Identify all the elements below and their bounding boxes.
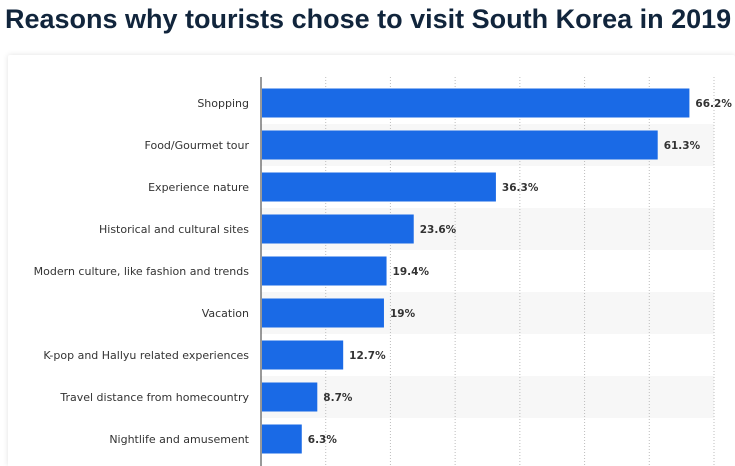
value-label: 19% [390,308,416,320]
value-label: 61.3% [664,140,701,152]
value-label: 23.6% [420,224,457,236]
value-label: 6.3% [308,434,338,446]
value-label: 8.7% [323,392,353,404]
bar [262,130,658,160]
category-label: Vacation [202,307,249,320]
category-label: K-pop and Hallyu related experiences [43,349,249,362]
value-label: 66.2% [695,98,732,110]
bar [262,340,344,370]
bar [262,172,496,202]
bar [262,256,387,286]
bar [262,382,318,412]
bar [262,424,302,454]
category-label: Travel distance from homecountry [59,391,249,404]
chart-card: Shopping 66.2% Food/Gourmet tour 61.3% Exper… [8,55,735,466]
category-label: Historical and cultural sites [99,223,249,236]
value-label: 36.3% [502,182,539,194]
category-label: Modern culture, like fashion and trends [34,265,250,278]
bar-chart: Shopping 66.2% Food/Gourmet tour 61.3% Exper… [34,77,732,466]
bar [262,214,414,244]
category-label: Food/Gourmet tour [145,139,250,152]
row-stripe [261,376,714,418]
category-label: Experience nature [148,181,249,194]
value-label: 12.7% [349,350,386,362]
category-label: Nightlife and amusement [109,433,249,446]
chart-title: Reasons why tourists chose to visit Sout… [5,4,732,34]
value-label: 19.4% [393,266,430,278]
bar [262,298,384,328]
category-label: Shopping [197,97,249,110]
bar [262,88,690,118]
